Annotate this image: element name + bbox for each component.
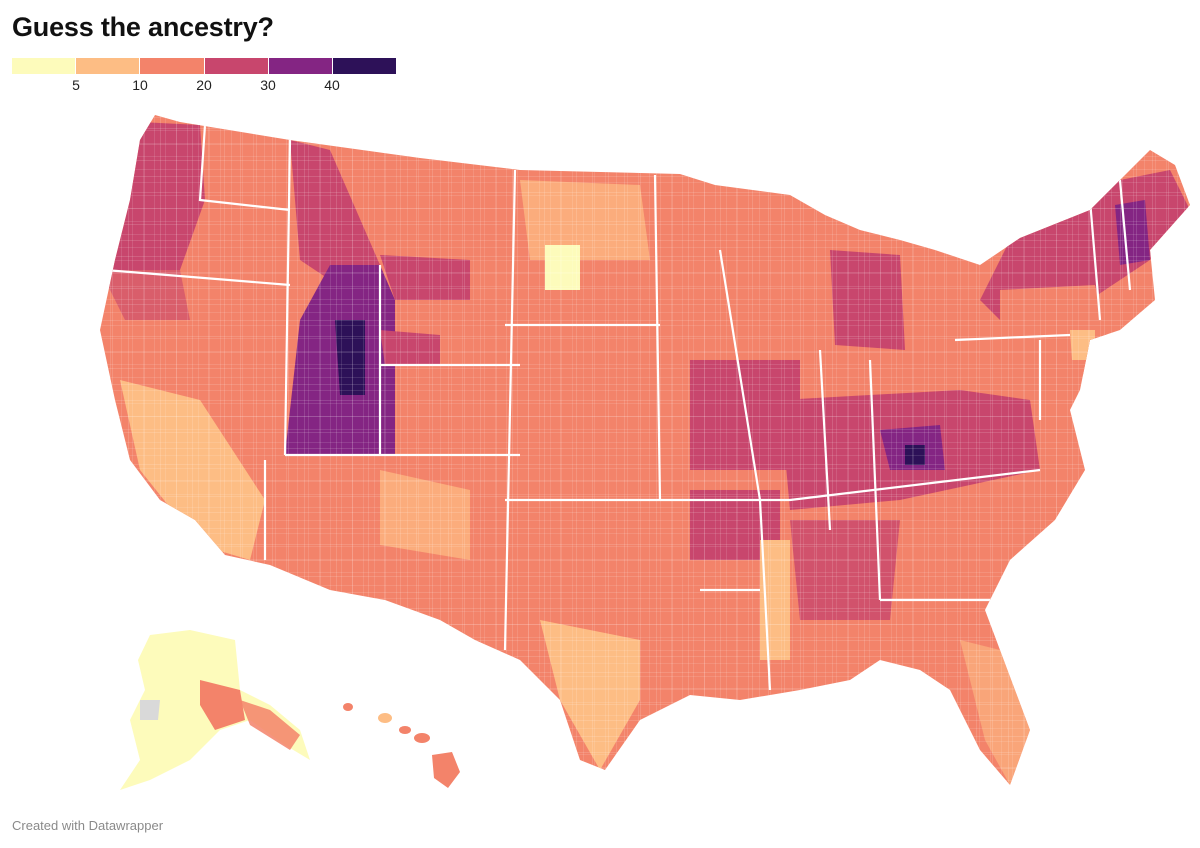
- legend-tick-label: 20: [196, 77, 212, 93]
- color-legend: 5 10 20 30 40: [12, 58, 397, 98]
- alaska: [120, 630, 310, 790]
- us-county-map[interactable]: [0, 100, 1200, 810]
- legend-swatch: [76, 58, 141, 74]
- legend-swatch: [140, 58, 205, 74]
- state-borders: [104, 124, 1132, 691]
- legend-swatch: [332, 58, 397, 74]
- hawaii: [343, 703, 460, 788]
- legend-tick-label: 30: [260, 77, 276, 93]
- chart-title: Guess the ancestry?: [12, 12, 274, 42]
- legend-swatch: [12, 58, 77, 74]
- legend-swatch: [204, 58, 269, 74]
- legend-swatch: [268, 58, 333, 74]
- legend-tick-label: 10: [132, 77, 148, 93]
- legend-tick-label: 40: [324, 77, 340, 93]
- legend-color-bar: [12, 58, 397, 74]
- attribution-footer: Created with Datawrapper: [12, 818, 164, 833]
- legend-tick-label: 5: [72, 77, 80, 93]
